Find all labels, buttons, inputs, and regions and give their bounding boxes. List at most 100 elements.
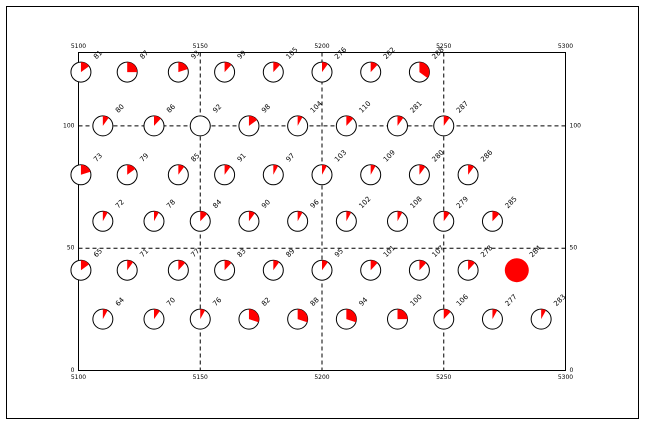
glyph-label: 277 xyxy=(504,293,519,308)
glyph-label: 95 xyxy=(333,247,345,259)
x-tick-label: 5150 xyxy=(193,43,208,50)
wedge xyxy=(127,62,138,73)
x-tick-label: 5200 xyxy=(314,374,329,381)
glyph-label: 79 xyxy=(138,152,150,164)
glyph-label: 110 xyxy=(358,100,373,115)
wedge xyxy=(397,309,408,320)
wedge xyxy=(248,211,255,222)
wedge xyxy=(127,260,134,271)
x-tick-label: 5250 xyxy=(436,43,451,50)
wedge xyxy=(178,260,186,271)
x-tick-label: 5100 xyxy=(71,374,86,381)
wedge xyxy=(419,164,426,175)
wedge xyxy=(102,115,109,126)
wedge xyxy=(419,62,430,78)
wedge xyxy=(397,211,403,222)
wedge xyxy=(102,211,108,222)
wedge xyxy=(297,211,303,222)
wedge xyxy=(297,115,303,126)
wedge xyxy=(370,260,378,271)
glyph-label: 105 xyxy=(284,46,299,61)
wedge xyxy=(492,309,498,320)
glyph-label: 91 xyxy=(236,152,248,164)
glyph-label: 279 xyxy=(455,195,470,210)
wedge xyxy=(443,115,450,126)
glyph-label: 80 xyxy=(114,103,126,115)
wedge xyxy=(397,115,404,126)
glyph-label: 65 xyxy=(92,247,104,259)
y-tick-label: 100 xyxy=(63,122,75,129)
y-tick-label: 0 xyxy=(71,367,75,374)
glyph-label: 86 xyxy=(165,102,177,114)
wedge xyxy=(178,164,185,175)
glyph-label: 97 xyxy=(284,152,296,164)
glyph-label: 64 xyxy=(114,296,126,308)
wedge xyxy=(224,62,232,73)
wedge xyxy=(80,164,91,175)
y-tick-label: 0 xyxy=(570,367,574,374)
wedge xyxy=(322,260,328,271)
wedge xyxy=(297,309,308,323)
glyph-label: 77 xyxy=(190,247,202,259)
wedge xyxy=(443,309,451,320)
glyph-label: 106 xyxy=(455,292,470,307)
glyph-label: 100 xyxy=(409,293,424,308)
wedge xyxy=(492,211,500,222)
glyph-label: 71 xyxy=(138,247,150,259)
glyph-label: 83 xyxy=(236,247,248,259)
glyph-label: 88 xyxy=(309,296,321,308)
glyph-label: 287 xyxy=(455,100,470,115)
glyph-label: 85 xyxy=(190,152,202,164)
wedge xyxy=(346,115,354,126)
wedge xyxy=(224,260,232,271)
wedge xyxy=(322,62,328,73)
wedge xyxy=(153,115,161,126)
glyph-label: 81 xyxy=(92,49,104,61)
glyph-label: 70 xyxy=(165,296,177,308)
wedge xyxy=(248,115,258,126)
glyph-label: 102 xyxy=(358,195,373,210)
wedge xyxy=(80,260,90,271)
glyph-label: 108 xyxy=(409,195,424,210)
frame xyxy=(6,6,639,419)
glyph-label: 282 xyxy=(382,46,397,61)
glyph-label: 99 xyxy=(236,49,248,61)
glyph-label: 90 xyxy=(260,198,272,210)
wedge xyxy=(370,62,378,73)
x-tick-label: 5100 xyxy=(71,43,86,50)
glyph-label: 93 xyxy=(190,49,202,61)
wedge xyxy=(200,309,206,320)
glyph-label: 109 xyxy=(382,149,397,164)
glyph-label: 76 xyxy=(211,296,223,308)
glyph-label: 92 xyxy=(211,103,223,115)
x-tick-label: 5300 xyxy=(558,43,573,50)
wedge xyxy=(248,309,259,323)
glyph-label: 281 xyxy=(409,100,424,115)
glyph-label: 94 xyxy=(358,296,370,308)
x-tick-label: 5150 xyxy=(193,374,208,381)
wedge xyxy=(346,211,352,222)
x-tick-label: 5250 xyxy=(436,374,451,381)
glyph-label: 84 xyxy=(211,198,223,210)
wedge xyxy=(153,211,159,222)
glyph-label: 73 xyxy=(92,152,104,164)
wedge xyxy=(224,164,231,175)
y-tick-label: 50 xyxy=(67,245,75,252)
glyph-label: 278 xyxy=(479,244,494,259)
glyph-label: 276 xyxy=(333,45,348,60)
wedge xyxy=(127,164,136,175)
glyph-label: 72 xyxy=(114,198,126,210)
wedge xyxy=(200,211,208,222)
glyph-circle xyxy=(189,115,211,137)
wedge xyxy=(322,164,327,175)
wedge xyxy=(468,164,474,175)
glyph-label: 101 xyxy=(382,244,397,259)
wedge xyxy=(273,260,280,271)
x-tick-label: 5300 xyxy=(558,374,573,381)
wedge xyxy=(541,309,546,320)
wedge xyxy=(370,164,376,175)
wedge xyxy=(80,62,90,73)
x-tick-label: 5200 xyxy=(314,43,329,50)
wedge xyxy=(273,164,279,175)
